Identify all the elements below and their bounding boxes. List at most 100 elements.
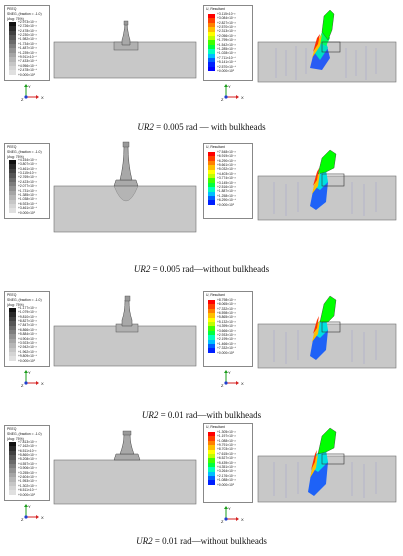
legend-value: +5.884×10⁻³ [18,332,37,337]
scale-swatch [9,199,16,204]
legend-value: +2.604×10⁻³ [18,474,37,479]
legend-value: +2.230×10⁻³ [18,32,37,37]
scale-swatch [9,65,16,71]
legend-value: +1.302×10⁻³ [18,483,37,488]
scale-swatch [9,477,16,482]
scale-swatch [208,348,215,353]
legend-value: +7.162×10⁻³ [18,444,37,449]
legend-value: +5.661×10⁻³ [217,162,236,167]
legend-value: +2.570×10⁻³ [217,24,236,29]
legend-value: +2.478×10⁻⁴ [18,68,37,73]
axis-triad: Y X Z [220,82,248,102]
scale-swatch [9,177,16,182]
legend-title: U, Resultant [206,7,225,11]
scale-swatch [208,330,215,336]
legend-value: +6.527×10⁻³ [217,456,236,461]
axis-label-y: Y [228,370,231,375]
legend-value: +7.548×10⁻³ [217,149,236,154]
scale-swatch [208,458,215,463]
legend-value: +4.403×10⁻³ [217,171,236,176]
caption: UR2 = 0.01 rad—without bulkheads [0,536,403,546]
legend-subtitle: SNEG, (fraction = -1.0) [7,150,42,155]
legend-avg: (Avg: 75%) [7,437,24,442]
legend-value: +0.000×10⁰ [217,482,235,487]
legend-value: +1.542×10⁻³ [217,42,236,47]
legend-value: +7.615×10⁻³ [217,451,236,456]
legend-value: +1.487×10⁻³ [18,46,37,51]
displacement-model-view [256,8,398,86]
legend-value: +7.847×10⁻³ [18,323,37,328]
legend-value: +2.726×10⁻³ [18,24,37,29]
legend-value: +5.860×10⁻³ [18,452,37,457]
legend-value: +5.132×10⁻³ [217,319,236,324]
scale-swatch [9,195,16,200]
scale-swatch [208,195,215,201]
scale-swatch [208,480,215,485]
legend-values: +3.115×10⁻³ +3.084×10⁻³ +2.827×10⁻³ +2.570×… [217,12,236,73]
legend-avg: (Avg: 75%) [7,155,24,160]
u-legend: U, Resultant +8.798×10⁻³ +8.065×10⁻³ +7.33… [203,291,253,367]
legend-value: +9.791×10⁻³ [217,442,236,447]
scale-swatch [208,200,215,205]
scale-swatch [208,169,215,174]
scale-swatch [208,343,215,349]
legend-value: +6.290×10⁻⁴ [217,198,236,203]
legend-value: +1.038×10⁻³ [18,197,37,202]
legend-value: +1.088×10⁻² [217,438,236,443]
legend-value: +2.056×10⁻³ [217,33,236,38]
axis-label-z: Z [21,383,24,388]
scale-swatch [208,445,215,450]
legend-value: +2.942×10⁻³ [18,345,37,350]
legend-value: +3.084×10⁻³ [217,16,236,21]
legend-value: +6.290×10⁻³ [217,158,236,163]
legend-value: +7.332×10⁻³ [217,306,236,311]
axis-triad: Y X Z [20,82,48,102]
scale-swatch [9,343,16,348]
legend-value: +6.511×10⁻³ [18,448,37,453]
scale-swatch [208,44,215,50]
scale-swatch [208,165,215,170]
scale-swatch [208,304,215,309]
legend-title: PEEQ [7,7,17,11]
scale-swatch [9,347,16,352]
scale-swatch [9,70,16,75]
legend-values: +4.154×10⁻³ +3.807×10⁻³ +3.461×10⁻³ +3.115×… [18,158,37,215]
axis-label-y: Y [228,84,231,89]
caption-text: = 0.01 rad—without bulkheads [152,536,267,546]
scale-swatch [208,462,215,468]
peeq-model-view [52,20,198,80]
legend-value: +5.865×10⁻³ [217,315,236,320]
scale-swatch [9,39,16,44]
row-1: PEEQ SNEG, (fraction = -1.0) (Avg: 75%) … [0,0,403,136]
legend-value: +1.887×10⁻³ [217,189,236,194]
peeq-model-view [52,294,198,370]
legend-value: +3.115×10⁻³ [217,11,236,16]
legend-value: +2.827×10⁻³ [217,20,236,25]
row-4: PEEQ SNEG, (fraction = -1.0) (Avg: 75%) … [0,420,403,556]
scale-swatch [9,472,16,478]
scale-swatch [9,43,16,49]
legend-value: +8.827×10⁻³ [18,318,37,323]
legend-title: PEEQ [7,293,17,297]
legend-value: +5.141×10⁻⁴ [217,60,236,65]
scale-swatch [208,178,215,183]
scale-swatch [208,14,215,19]
legend-value: +3.461×10⁻³ [18,166,37,171]
legend-title: PEEQ [7,427,17,431]
displacement-model-view [256,292,398,372]
legend-value: +9.810×10⁻³ [18,314,37,319]
axis-label-y: Y [28,504,31,509]
scale-swatch [208,31,215,36]
legend-value: +6.598×10⁻³ [217,310,236,315]
scale-swatch [9,35,16,40]
peeq-legend: PEEQ SNEG, (fraction = -1.0) (Avg: 75%) … [4,143,50,219]
scale-swatch [208,22,215,28]
scale-swatch [208,40,215,45]
legend-value: +0.000×10⁰ [18,492,36,497]
legend-value: +2.933×10⁻³ [217,332,236,337]
legend-value: +4.154×10⁻³ [18,157,37,162]
legend-value: +3.906×10⁻³ [18,466,37,471]
axis-triad: Y X Z [20,502,48,522]
legend-values: +1.177×10⁻² +1.079×10⁻² +9.810×10⁻³ +8.827×… [18,306,37,363]
peeq-model-view [52,140,198,234]
